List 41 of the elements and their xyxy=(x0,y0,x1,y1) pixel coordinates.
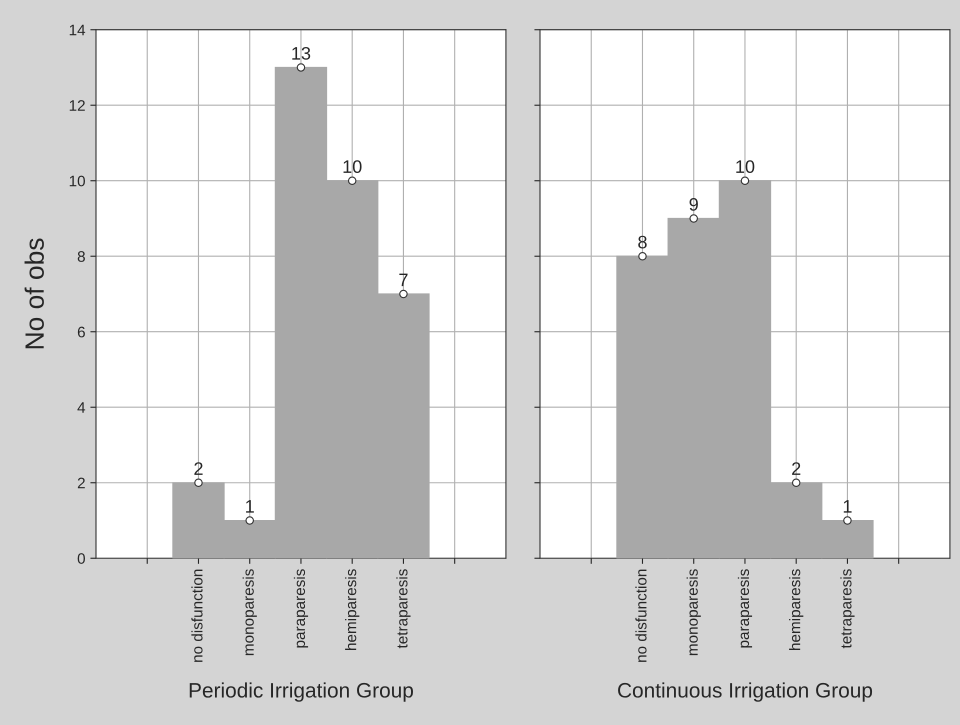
x-tick-label: no disfunction xyxy=(191,570,203,662)
data-label: 7 xyxy=(399,274,408,286)
point xyxy=(843,516,852,525)
x-tick-label: no disfunction xyxy=(635,570,647,662)
x-axis-title: Periodic Irrigation Group xyxy=(190,682,413,702)
x-tick-label: tetraparesis xyxy=(840,569,855,648)
x-tick-label: paraparesis xyxy=(738,569,752,648)
y-tick-label: 8 xyxy=(78,251,85,262)
x-tick-label: monoparesis xyxy=(242,569,257,656)
x-tick-label: tetraparesis xyxy=(396,569,411,648)
point xyxy=(689,214,698,223)
y-tick-label: 0 xyxy=(78,553,85,564)
point xyxy=(296,63,306,72)
y-tick-label: 4 xyxy=(77,402,86,413)
data-label: 13 xyxy=(292,46,310,60)
y-tick-label: 6 xyxy=(78,326,85,338)
point xyxy=(638,252,647,260)
y-axis-title: No of obs xyxy=(24,238,44,348)
data-label: 10 xyxy=(344,160,362,173)
data-label: 2 xyxy=(194,462,203,475)
point xyxy=(194,478,203,487)
y-tick-label: 14 xyxy=(70,24,86,36)
point xyxy=(792,478,800,487)
x-tick-label: paraparesis xyxy=(294,569,308,648)
point xyxy=(740,176,750,185)
y-tick-label: 12 xyxy=(70,100,85,111)
x-axis-title: Continuous Irrigation Group xyxy=(618,682,872,702)
y-tick-label: 2 xyxy=(78,478,85,488)
data-label: 8 xyxy=(638,236,647,248)
data-label: 9 xyxy=(690,198,698,211)
y-tick-label: 10 xyxy=(70,176,85,186)
data-label: 2 xyxy=(792,462,800,475)
point xyxy=(245,516,254,525)
point xyxy=(399,290,408,298)
data-label: 1 xyxy=(844,500,852,513)
x-tick-label: hemiparesis xyxy=(345,569,360,650)
x-tick-label: hemiparesis xyxy=(789,569,804,650)
data-label: 1 xyxy=(246,500,254,513)
x-tick-label: monoparesis xyxy=(686,569,701,656)
data-label: 10 xyxy=(736,160,754,173)
point xyxy=(348,176,356,185)
